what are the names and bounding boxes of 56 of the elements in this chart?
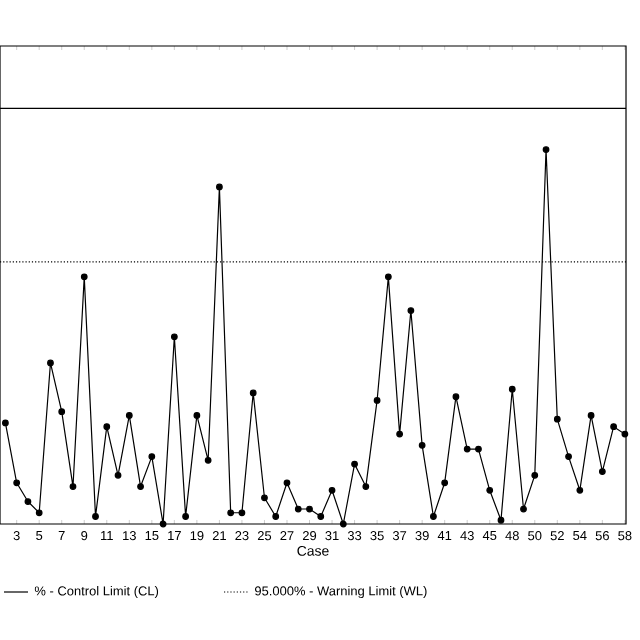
point bbox=[598, 468, 606, 475]
point bbox=[463, 445, 471, 453]
point bbox=[238, 509, 246, 517]
point bbox=[328, 486, 336, 494]
point bbox=[531, 471, 539, 479]
point bbox=[362, 483, 370, 490]
point bbox=[182, 513, 190, 520]
point bbox=[553, 415, 561, 423]
point bbox=[148, 453, 156, 460]
point bbox=[576, 486, 584, 494]
point bbox=[35, 509, 43, 517]
point bbox=[114, 471, 122, 479]
point bbox=[565, 453, 572, 460]
point bbox=[339, 520, 347, 528]
point bbox=[497, 516, 505, 524]
point bbox=[283, 479, 291, 487]
point bbox=[13, 479, 21, 487]
point bbox=[193, 412, 201, 419]
point bbox=[272, 513, 280, 520]
point bbox=[58, 408, 66, 416]
point bbox=[384, 273, 392, 281]
point bbox=[125, 412, 133, 419]
point bbox=[407, 307, 415, 314]
point bbox=[430, 513, 437, 520]
point bbox=[317, 513, 325, 520]
point bbox=[216, 183, 223, 191]
point bbox=[520, 505, 527, 513]
point bbox=[261, 494, 268, 502]
point bbox=[249, 389, 257, 397]
point bbox=[92, 513, 99, 520]
point bbox=[170, 333, 178, 341]
point bbox=[137, 483, 144, 490]
point bbox=[294, 505, 302, 513]
point bbox=[587, 412, 595, 419]
point bbox=[227, 509, 235, 517]
point bbox=[610, 423, 618, 431]
point bbox=[47, 359, 54, 367]
point bbox=[69, 483, 77, 490]
point bbox=[103, 423, 111, 431]
point bbox=[204, 456, 212, 464]
point bbox=[396, 430, 404, 438]
point bbox=[351, 460, 358, 468]
point bbox=[486, 486, 494, 494]
point bbox=[80, 273, 88, 281]
point bbox=[441, 479, 449, 487]
point bbox=[373, 397, 381, 404]
point bbox=[306, 505, 313, 513]
point bbox=[475, 445, 482, 453]
point bbox=[24, 498, 32, 505]
point bbox=[452, 393, 460, 401]
point bbox=[159, 520, 167, 528]
point bbox=[2, 419, 9, 427]
point bbox=[621, 430, 629, 438]
point bbox=[542, 146, 550, 153]
point bbox=[508, 385, 516, 393]
point bbox=[418, 441, 426, 449]
